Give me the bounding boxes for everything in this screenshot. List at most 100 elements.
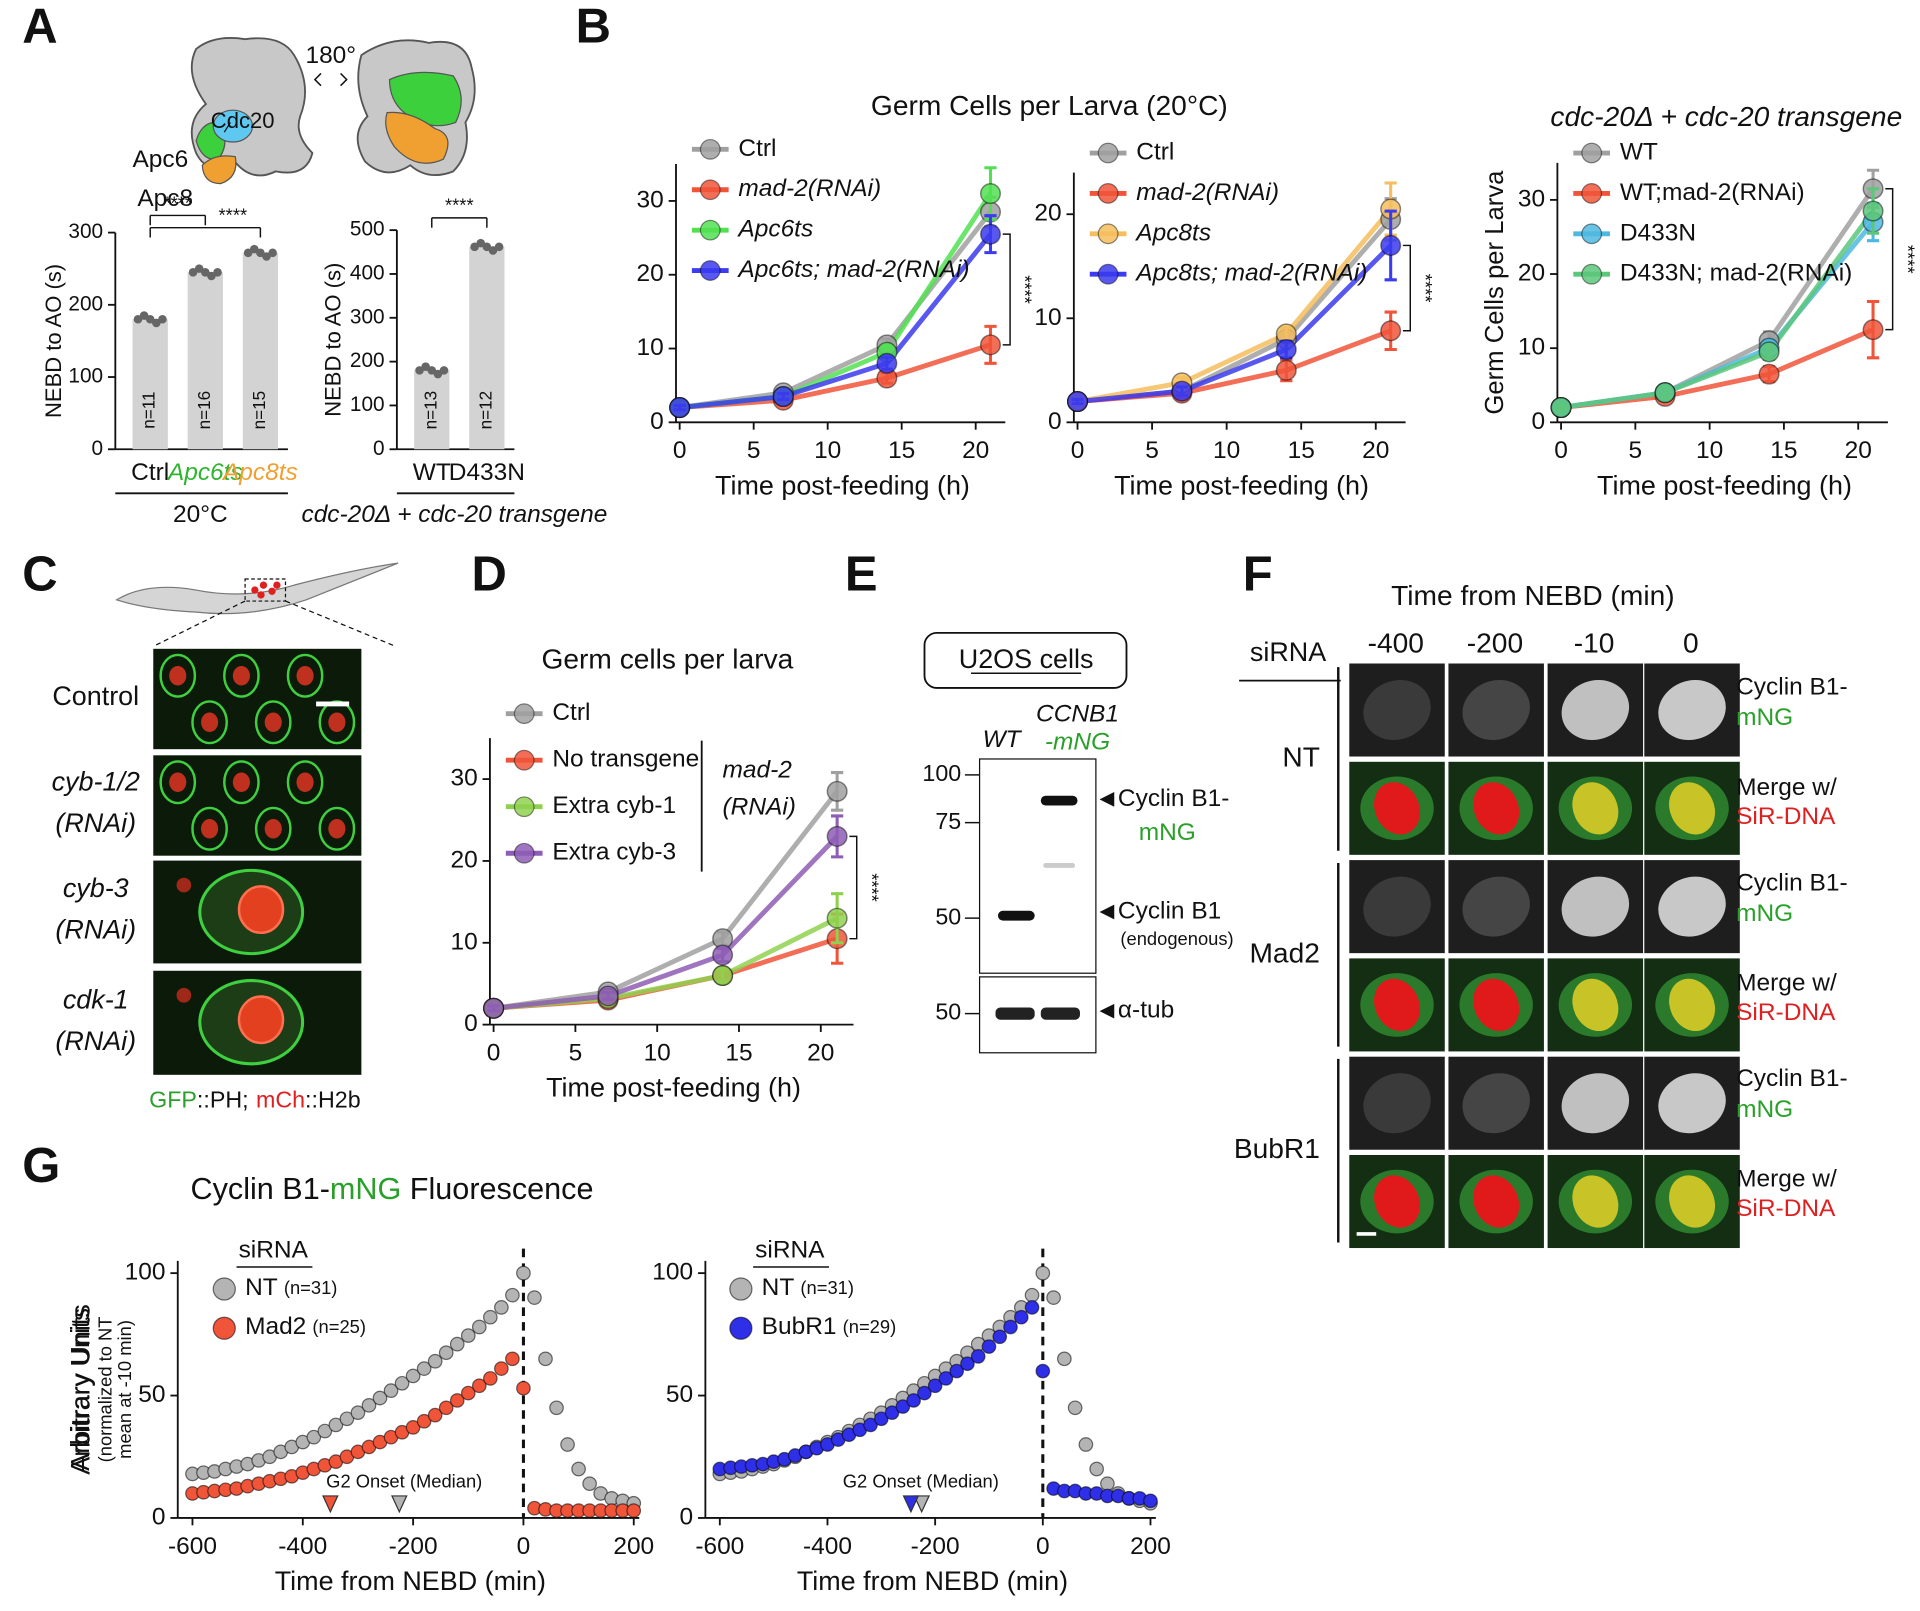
label: Cyclin B1	[1118, 897, 1221, 924]
x-tick-label: 10	[1213, 437, 1240, 464]
legend-marker	[212, 1277, 236, 1301]
band	[1040, 795, 1078, 806]
cell	[1363, 680, 1431, 741]
label: SiR-DNA	[1736, 803, 1836, 830]
membrane	[223, 760, 260, 805]
legend-label: Ctrl	[1136, 138, 1174, 165]
cell	[1561, 680, 1630, 741]
membrane	[254, 806, 292, 851]
label: SiR-DNA	[1736, 999, 1836, 1026]
y-tick-label: 0	[464, 1010, 478, 1037]
bar-top-marker	[268, 248, 277, 258]
y-tick-label: 30	[450, 765, 477, 792]
bar-top-marker	[494, 242, 504, 252]
significance: ****	[1415, 274, 1436, 303]
x-tick-label: 200	[1130, 1533, 1171, 1560]
nucleus	[1669, 782, 1716, 835]
data-point	[826, 825, 848, 847]
label: Cyclin B1-	[1736, 869, 1847, 896]
x-tick-label: 20	[1845, 437, 1872, 464]
x-tick-label: 5	[569, 1039, 583, 1066]
y-axis-label: Arbitrary Units	[65, 1304, 95, 1475]
x-tick-label: -600	[168, 1533, 217, 1560]
n-label: n=12	[475, 391, 495, 430]
data-point	[328, 1417, 344, 1433]
rotation-icon	[313, 72, 348, 87]
band	[1040, 1007, 1080, 1020]
series-line	[1077, 217, 1393, 404]
series-name: Mad2	[245, 1314, 306, 1341]
y-tick-label: 20	[1518, 260, 1545, 287]
cell	[1561, 876, 1630, 937]
label: Apc8	[137, 185, 193, 212]
label: NT	[1282, 741, 1320, 772]
legend-label: NT (n=31)	[245, 1275, 337, 1302]
membrane	[286, 653, 324, 698]
significance: ****	[1015, 275, 1036, 304]
label: (RNAi)	[55, 915, 136, 945]
panel-title: Cyclin B1-mNG Fluorescence	[191, 1172, 594, 1206]
y-tick-label: 400	[350, 261, 385, 284]
group-label: (RNAi)	[723, 793, 796, 820]
bar-top-marker	[158, 314, 167, 324]
chromatin	[201, 712, 219, 733]
group-label: cdc-20Δ + cdc-20 transgene	[301, 501, 607, 528]
label: 75	[935, 808, 961, 834]
n-label: (n=31)	[284, 1277, 338, 1298]
data-point	[416, 1361, 432, 1376]
label: mNG	[1736, 1096, 1793, 1123]
rule	[223, 122, 231, 133]
data-point	[1035, 1363, 1051, 1379]
apc8-region	[201, 155, 237, 185]
membrane	[318, 806, 356, 851]
bar-top-marker	[439, 366, 449, 375]
nucleus-dot	[273, 581, 281, 589]
membrane	[159, 653, 197, 698]
cell	[1363, 1073, 1431, 1134]
x-tick-label: 0	[673, 437, 687, 464]
y-tick-label: 30	[637, 186, 664, 213]
data-point	[471, 1378, 487, 1394]
data-point	[460, 1328, 476, 1343]
caption: GFP::PH; mCh::H2b	[149, 1087, 361, 1113]
data-point	[1862, 319, 1884, 341]
label-part: ::H2b	[305, 1087, 361, 1113]
y-axis-note: (normalized to NT	[95, 1316, 116, 1462]
data-point	[505, 1351, 520, 1367]
data-point	[960, 1356, 975, 1372]
legend-label: No transgene	[552, 746, 699, 773]
significance: ****	[163, 192, 192, 213]
x-tick-label: 15	[1288, 437, 1315, 464]
y-axis-label: Arbitrary Units	[67, 1308, 95, 1471]
x-tick-label: -200	[911, 1533, 960, 1560]
chromatin	[169, 772, 187, 793]
label: -200	[1467, 628, 1523, 659]
data-point	[1078, 1437, 1094, 1452]
label: cdk-1	[63, 984, 129, 1014]
label: mNG	[1139, 819, 1196, 846]
data-point	[416, 1413, 432, 1429]
data-point	[1024, 1287, 1040, 1303]
panel-label: A	[22, 0, 57, 53]
label: CCNB1	[1036, 700, 1119, 727]
x-tick-label: Ctrl	[131, 459, 169, 486]
label-part: mNG	[330, 1172, 401, 1206]
g2-onset-marker	[322, 1495, 339, 1514]
x-tick-label: 10	[644, 1039, 671, 1066]
data-point	[516, 1265, 531, 1281]
label: Time from NEBD (min)	[1391, 580, 1674, 611]
bar	[469, 246, 505, 450]
data-point	[549, 1400, 564, 1416]
x-tick-label: D433N	[449, 459, 525, 486]
series-name: NT	[762, 1275, 795, 1302]
legend-label: BubR1 (n=29)	[762, 1314, 897, 1341]
data-point	[527, 1290, 542, 1305]
x-axis-label: Time post-feeding (h)	[1597, 470, 1852, 500]
y-tick-label: 20	[1034, 200, 1061, 227]
data-point	[482, 1371, 498, 1386]
data-point	[1035, 1265, 1051, 1281]
legend-label: D433N; mad-2(RNAi)	[1620, 260, 1853, 287]
legend-marker	[513, 749, 535, 771]
data-point	[772, 385, 794, 408]
label: U2OS cells	[959, 644, 1094, 674]
